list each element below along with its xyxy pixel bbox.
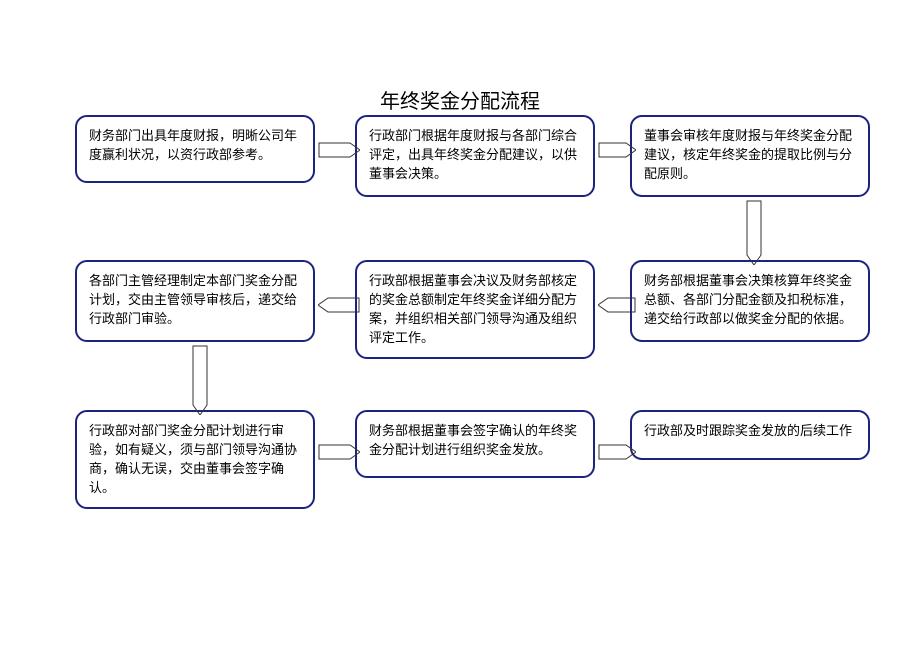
flow-box-6: 各部门主管经理制定本部门奖金分配计划，交由主管领导审核后，递交给行政部门审验。 (75, 260, 315, 342)
flow-arrow-4 (598, 293, 636, 317)
flow-box-2: 行政部门根据年度财报与各部门综合评定，出具年终奖金分配建议，以供董事会决策。 (355, 115, 595, 197)
flow-arrow-1 (318, 138, 360, 162)
flowchart-title: 年终奖金分配流程 (380, 85, 540, 114)
flow-arrow-5 (318, 293, 360, 317)
flow-box-3: 董事会审核年度财报与年终奖金分配建议，核定年终奖金的提取比例与分配原则。 (630, 115, 870, 197)
flow-box-5: 行政部根据董事会决议及财务部核定的奖金总额制定年终奖金详细分配方案，并组织相关部… (355, 260, 595, 359)
flow-box-8: 财务部根据董事会签字确认的年终奖金分配计划进行组织奖金发放。 (355, 410, 595, 478)
flow-arrow-3 (742, 200, 766, 265)
flow-box-9: 行政部及时跟踪奖金发放的后续工作 (630, 410, 870, 460)
flow-arrow-2 (598, 138, 636, 162)
flow-arrow-6 (188, 345, 212, 415)
flow-box-4: 财务部根据董事会决策核算年终奖金总额、各部门分配金额及扣税标准，递交给行政部以做… (630, 260, 870, 342)
flow-box-1: 财务部门出具年度财报，明晰公司年度赢利状况，以资行政部参考。 (75, 115, 315, 183)
flow-arrow-8 (598, 440, 636, 464)
flow-box-7: 行政部对部门奖金分配计划进行审验，如有疑义，须与部门领导沟通协商，确认无误，交由… (75, 410, 315, 509)
flow-arrow-7 (318, 440, 360, 464)
